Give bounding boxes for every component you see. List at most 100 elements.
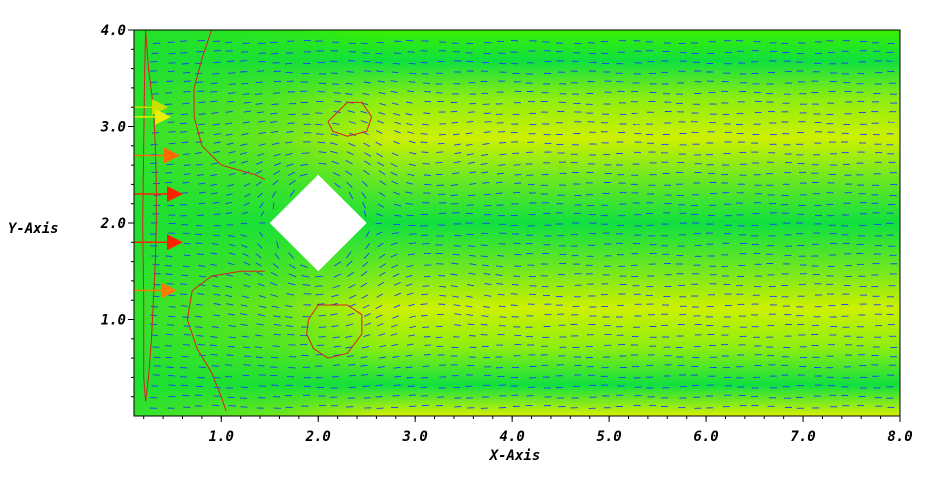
vector-glyph — [213, 314, 221, 317]
vector-glyph — [287, 122, 295, 124]
vector-glyph — [210, 183, 217, 186]
vector-glyph — [196, 253, 204, 255]
vector-glyph — [164, 181, 172, 184]
vector-glyph — [346, 151, 354, 156]
vector-glyph — [243, 202, 250, 206]
vector-glyph — [363, 81, 371, 84]
vector-glyph — [484, 121, 492, 123]
vector-glyph — [480, 244, 488, 246]
vector-glyph — [182, 181, 190, 184]
vector-glyph — [424, 90, 432, 93]
vector-glyph — [213, 234, 220, 237]
vector-glyph — [286, 163, 294, 167]
vector-glyph — [182, 153, 190, 156]
vector-glyph — [408, 394, 417, 396]
vector-glyph — [393, 140, 400, 145]
vector-glyph — [362, 304, 370, 309]
vector-glyph — [423, 354, 431, 356]
vector-glyph — [438, 274, 446, 277]
vector-glyph — [378, 333, 386, 337]
vector-glyph — [272, 142, 280, 145]
vector-glyph — [421, 293, 428, 296]
vector-glyph — [466, 153, 474, 156]
vector-glyph — [466, 313, 474, 316]
vector-glyph — [271, 103, 279, 106]
vector-glyph — [255, 346, 263, 349]
vector-glyph — [348, 121, 356, 124]
vector-glyph — [256, 323, 264, 326]
vector-glyph — [347, 312, 355, 316]
vector-glyph — [270, 272, 278, 277]
y-axis-title: Y-Axis — [8, 221, 59, 237]
vector-glyph — [363, 60, 371, 63]
vector-glyph — [362, 385, 370, 387]
vector-glyph — [469, 182, 477, 185]
vector-glyph — [408, 242, 417, 245]
vector-glyph — [420, 50, 428, 52]
vector-glyph — [390, 242, 398, 246]
vector-glyph — [495, 274, 503, 276]
vector-glyph — [454, 324, 461, 326]
vector-glyph — [439, 294, 447, 297]
vector-glyph — [408, 303, 416, 307]
vector-glyph — [198, 354, 206, 357]
vector-glyph — [198, 101, 206, 104]
vector-glyph — [406, 343, 414, 346]
vector-glyph — [167, 70, 175, 73]
vector-glyph — [256, 161, 263, 165]
vector-glyph — [211, 243, 219, 245]
vector-glyph — [301, 275, 310, 278]
vector-glyph — [360, 120, 368, 124]
vector-glyph — [315, 123, 323, 126]
vector-glyph — [329, 142, 338, 146]
vector-glyph — [228, 161, 236, 164]
vector-glyph — [421, 123, 429, 126]
vector-glyph — [183, 333, 191, 336]
vector-glyph — [197, 293, 205, 295]
vector-glyph — [288, 179, 296, 186]
upper-eddy — [327, 101, 373, 137]
vector-glyph — [394, 375, 402, 378]
vector-glyph — [379, 344, 387, 348]
vector-glyph — [333, 364, 341, 366]
vector-glyph — [360, 110, 368, 114]
vector-glyph — [289, 189, 296, 197]
vector-glyph — [349, 294, 357, 299]
vector-glyph — [301, 152, 310, 154]
vector-glyph — [364, 70, 372, 72]
vector-glyph — [377, 203, 385, 208]
vector-glyph — [331, 325, 339, 328]
vector-glyph — [406, 122, 413, 126]
vector-glyph — [244, 272, 251, 276]
vector-glyph — [332, 284, 341, 289]
vector-glyph — [465, 305, 473, 308]
vector-glyph — [165, 333, 173, 336]
vector-glyph — [318, 336, 326, 338]
vector-glyph — [210, 174, 218, 177]
vector-glyph — [420, 303, 428, 305]
vector-glyph — [183, 254, 191, 257]
vector-glyph — [288, 273, 297, 278]
vector-glyph — [421, 151, 429, 153]
vector-glyph — [392, 355, 400, 358]
vector-glyph — [422, 365, 430, 368]
vector-glyph — [227, 313, 235, 316]
vector-glyph — [273, 333, 281, 336]
vector-glyph — [394, 292, 402, 297]
vector-glyph — [348, 284, 356, 289]
vector-glyph — [213, 141, 221, 144]
vector-glyph — [375, 61, 383, 64]
vector-glyph — [225, 110, 233, 113]
vector-glyph — [332, 83, 340, 85]
vector-glyph — [345, 170, 353, 176]
vector-glyph — [181, 192, 188, 194]
vector-glyph — [225, 201, 232, 205]
vector-glyph — [166, 163, 174, 166]
vector-glyph — [228, 151, 236, 154]
vector-glyph — [333, 92, 341, 94]
vector-glyph — [258, 305, 267, 308]
y-tick-label: 4.0 — [101, 23, 126, 39]
vector-glyph — [498, 131, 506, 133]
vector-glyph — [468, 161, 476, 164]
